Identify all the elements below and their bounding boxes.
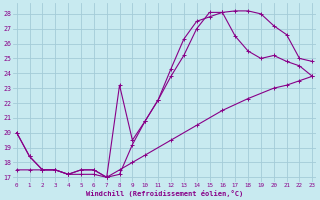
X-axis label: Windchill (Refroidissement éolien,°C): Windchill (Refroidissement éolien,°C) [86,190,243,197]
